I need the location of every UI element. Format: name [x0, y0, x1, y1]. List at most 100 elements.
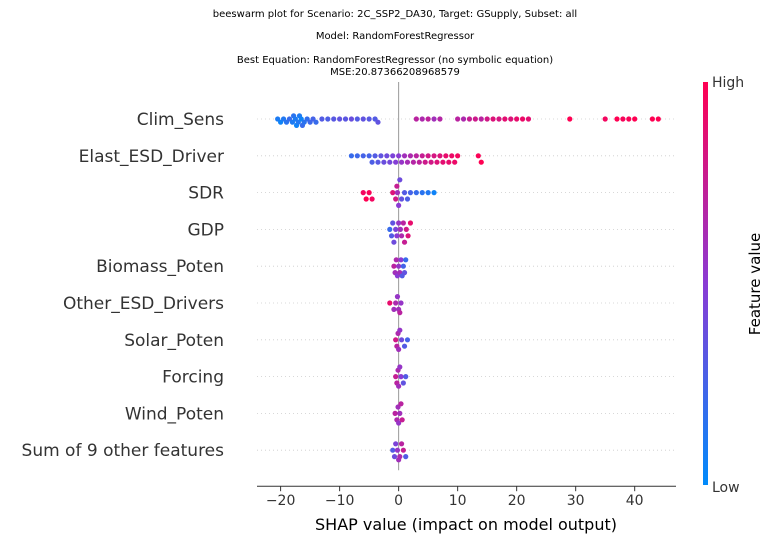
- shap-point: [397, 226, 404, 232]
- shap-point: [620, 116, 626, 122]
- chart-title-line-1: beeswarm plot for Scenario: 2C_SSP2_DA30…: [212, 9, 578, 20]
- shap-point: [437, 116, 443, 122]
- shap-point: [403, 454, 409, 460]
- shap-point: [484, 116, 490, 122]
- shap-point: [398, 300, 404, 306]
- shap-point: [387, 300, 393, 306]
- shap-point: [360, 190, 366, 196]
- feature-label: SDR: [188, 184, 224, 204]
- shap-point: [388, 233, 395, 239]
- shap-point: [626, 116, 632, 122]
- shap-point: [466, 116, 473, 122]
- shap-point: [325, 116, 331, 122]
- shap-point: [396, 383, 402, 389]
- shap-point: [525, 116, 532, 122]
- shap-point: [398, 159, 405, 165]
- shap-point: [478, 116, 484, 122]
- shap-point: [428, 159, 434, 165]
- feature-label: Biomass_Poten: [96, 257, 224, 277]
- shap-point: [393, 337, 399, 343]
- x-tick-label: 10: [449, 493, 467, 509]
- shap-point: [413, 190, 419, 196]
- shap-point: [396, 263, 402, 269]
- shap-point: [369, 196, 375, 202]
- shap-point: [375, 119, 381, 125]
- shap-point: [440, 159, 446, 165]
- shap-point: [403, 226, 409, 232]
- shap-point: [455, 153, 461, 159]
- shap-point: [425, 153, 431, 159]
- shap-point: [393, 196, 399, 202]
- shap-point: [394, 190, 401, 196]
- feature-label: Wind_Poten: [125, 404, 224, 424]
- shap-point: [401, 153, 408, 159]
- shap-point: [496, 116, 502, 122]
- shap-point: [393, 300, 399, 306]
- shap-point: [396, 220, 402, 226]
- shap-point: [425, 190, 431, 196]
- shap-point: [413, 153, 419, 159]
- shap-point: [396, 202, 402, 208]
- shap-point: [391, 263, 397, 269]
- shap-point: [393, 441, 399, 447]
- shap-point: [366, 153, 372, 159]
- shap-point: [400, 220, 406, 226]
- shap-point: [393, 374, 399, 380]
- shap-point: [401, 190, 408, 196]
- shap-point: [366, 116, 372, 122]
- shap-point: [397, 327, 403, 333]
- shap-point: [397, 310, 403, 316]
- shap-point: [452, 159, 458, 165]
- shap-point: [400, 447, 406, 453]
- shap-point: [419, 116, 425, 122]
- shap-point: [398, 257, 404, 263]
- shap-point: [392, 410, 398, 416]
- shap-point: [319, 116, 325, 122]
- shap-point: [407, 190, 414, 196]
- shap-point: [366, 190, 372, 196]
- shap-point: [394, 183, 400, 189]
- shap-point: [472, 116, 478, 122]
- shap-point: [390, 447, 396, 453]
- shap-point: [437, 153, 443, 159]
- shap-point: [407, 220, 414, 226]
- shap-point: [394, 233, 400, 239]
- shap-point: [387, 226, 393, 232]
- shap-point: [431, 116, 437, 122]
- shap-point: [398, 401, 404, 407]
- x-tick-label: 40: [626, 493, 644, 509]
- colorbar: [703, 82, 708, 485]
- feature-label: Solar_Poten: [124, 331, 224, 351]
- x-tick-label: 20: [508, 493, 526, 509]
- shap-point: [396, 346, 402, 352]
- shap-point: [419, 190, 425, 196]
- shap-point: [400, 380, 406, 386]
- shap-point: [514, 116, 520, 122]
- shap-point: [449, 153, 455, 159]
- shap-point: [398, 233, 405, 239]
- shap-point: [390, 190, 396, 196]
- shap-point: [372, 153, 378, 159]
- shap-point: [398, 374, 404, 380]
- shap-point: [519, 116, 526, 122]
- shap-point: [614, 116, 620, 122]
- shap-point: [413, 116, 419, 122]
- shap-point: [360, 116, 366, 122]
- shap-point: [399, 417, 405, 423]
- shap-point: [632, 116, 638, 122]
- shap-point: [390, 220, 396, 226]
- feature-label: Elast_ESD_Driver: [79, 147, 224, 167]
- shap-point: [431, 153, 437, 159]
- shap-point: [384, 153, 390, 159]
- colorbar-high-label: High: [712, 75, 744, 91]
- shap-point: [398, 441, 405, 447]
- shap-point: [393, 257, 399, 263]
- colorbar-low-label: Low: [712, 480, 740, 496]
- shap-point: [567, 116, 573, 122]
- shap-point: [363, 196, 369, 202]
- shap-point: [443, 153, 449, 159]
- shap-point: [397, 364, 403, 370]
- x-axis-label: SHAP value (impact on model output): [315, 515, 617, 534]
- shap-point: [404, 159, 411, 165]
- shap-point: [422, 159, 428, 165]
